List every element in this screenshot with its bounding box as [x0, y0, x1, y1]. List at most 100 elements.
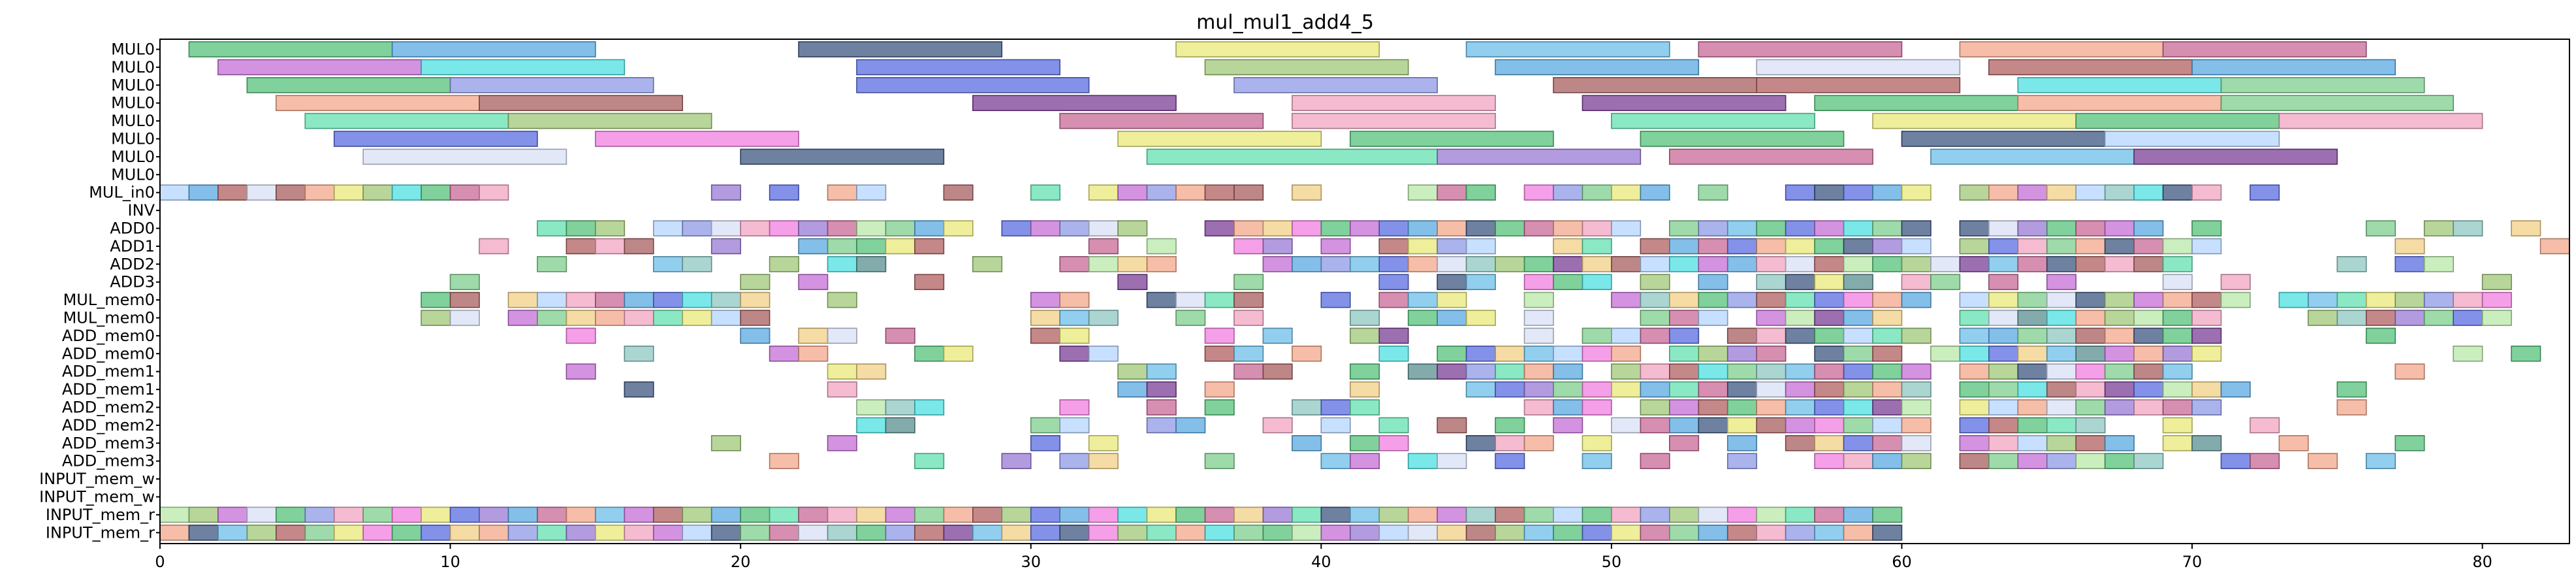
- task-bar: [2017, 327, 2048, 344]
- task-bar: [1843, 417, 1873, 434]
- task-bar: [1726, 399, 1757, 416]
- task-bar: [740, 524, 771, 541]
- task-bar: [537, 220, 567, 237]
- task-bar: [1262, 524, 1293, 541]
- task-bar: [2133, 220, 2164, 237]
- task-bar: [1233, 363, 1264, 380]
- row-label: ADD_mem1: [62, 380, 155, 399]
- task-bar: [769, 453, 799, 470]
- task-bar: [391, 524, 422, 541]
- task-bar: [827, 184, 857, 201]
- task-bar: [856, 417, 887, 434]
- task-bar: [1959, 327, 1990, 344]
- task-bar: [1698, 524, 1728, 541]
- task-bar: [798, 506, 829, 523]
- x-tick-label: 80: [2472, 553, 2492, 571]
- task-bar: [827, 381, 857, 398]
- task-bar: [1959, 310, 1990, 326]
- task-bar: [1146, 238, 1177, 255]
- task-bar: [1582, 220, 1612, 237]
- task-bar: [479, 238, 509, 255]
- task-bar: [2017, 310, 2048, 326]
- task-bar: [1146, 506, 1177, 523]
- task-bar: [537, 255, 567, 272]
- task-bar: [1611, 291, 1642, 308]
- task-bar: [1175, 506, 1206, 523]
- task-bar: [1495, 255, 1525, 272]
- task-bar: [1640, 417, 1670, 434]
- task-bar: [333, 184, 364, 201]
- task-bar: [2278, 291, 2309, 308]
- task-bar: [2336, 310, 2367, 326]
- task-bar: [421, 184, 451, 201]
- task-bar: [682, 506, 712, 523]
- task-bar: [2539, 238, 2570, 255]
- task-bar: [1872, 345, 1903, 362]
- task-bar: [1698, 255, 1728, 272]
- task-bar: [1292, 255, 1322, 272]
- task-bar: [1901, 363, 1932, 380]
- task-bar: [1407, 238, 1438, 255]
- task-bar: [1059, 220, 1090, 237]
- x-tick-label: 60: [1892, 553, 1912, 571]
- task-bar: [2133, 310, 2164, 326]
- task-bar: [1726, 345, 1757, 362]
- task-bar: [1901, 327, 1932, 344]
- task-bar: [1523, 327, 1554, 344]
- task-bar: [1059, 327, 1090, 344]
- row-label: MUL0: [111, 76, 155, 94]
- task-bar: [1117, 381, 1148, 398]
- task-bar: [276, 184, 306, 201]
- task-bar: [1988, 417, 2019, 434]
- task-bar: [537, 310, 567, 326]
- task-bar: [449, 310, 480, 326]
- task-bar: [217, 184, 248, 201]
- task-bar: [1930, 345, 1961, 362]
- task-bar: [1030, 417, 1060, 434]
- task-bar: [1988, 363, 2019, 380]
- task-bar: [1814, 524, 1845, 541]
- task-bar: [1292, 506, 1322, 523]
- task-bar: [1785, 238, 1815, 255]
- task-bar: [1611, 363, 1642, 380]
- row-label: MUL_mem0: [63, 309, 155, 327]
- task-bar: [769, 345, 799, 362]
- task-bar: [1814, 95, 2019, 111]
- task-bar: [1640, 399, 1670, 416]
- task-bar: [188, 41, 393, 57]
- task-bar: [1640, 184, 1670, 201]
- task-bar: [2336, 291, 2367, 308]
- task-bar: [1698, 345, 1728, 362]
- task-bar: [449, 506, 480, 523]
- row-label: MUL0: [111, 94, 155, 112]
- task-bar: [652, 506, 684, 523]
- task-bar: [1117, 524, 1148, 541]
- task-bar: [1320, 506, 1351, 523]
- task-bar: [2162, 417, 2193, 434]
- task-bar: [1059, 112, 1264, 129]
- task-bar: [972, 506, 1003, 523]
- task-bar: [2162, 310, 2193, 326]
- task-bar: [2336, 399, 2367, 416]
- task-bar: [682, 291, 712, 308]
- task-bar: [710, 238, 741, 255]
- task-bar: [2104, 363, 2135, 380]
- task-bar: [885, 220, 915, 237]
- task-bar: [710, 184, 741, 201]
- task-bar: [2481, 310, 2512, 326]
- task-bar: [1669, 148, 1873, 165]
- task-bar: [2104, 345, 2135, 362]
- task-bar: [1088, 220, 1119, 237]
- task-bar: [1726, 291, 1757, 308]
- task-bar: [2481, 274, 2512, 291]
- task-bar: [682, 220, 712, 237]
- task-bar: [2162, 291, 2193, 308]
- task-bar: [740, 291, 771, 308]
- task-bar: [595, 220, 626, 237]
- task-bar: [624, 310, 654, 326]
- task-bar: [1959, 434, 1990, 451]
- task-bar: [2017, 363, 2048, 380]
- task-bar: [565, 310, 596, 326]
- task-bar: [1872, 291, 1903, 308]
- task-bar: [333, 131, 538, 147]
